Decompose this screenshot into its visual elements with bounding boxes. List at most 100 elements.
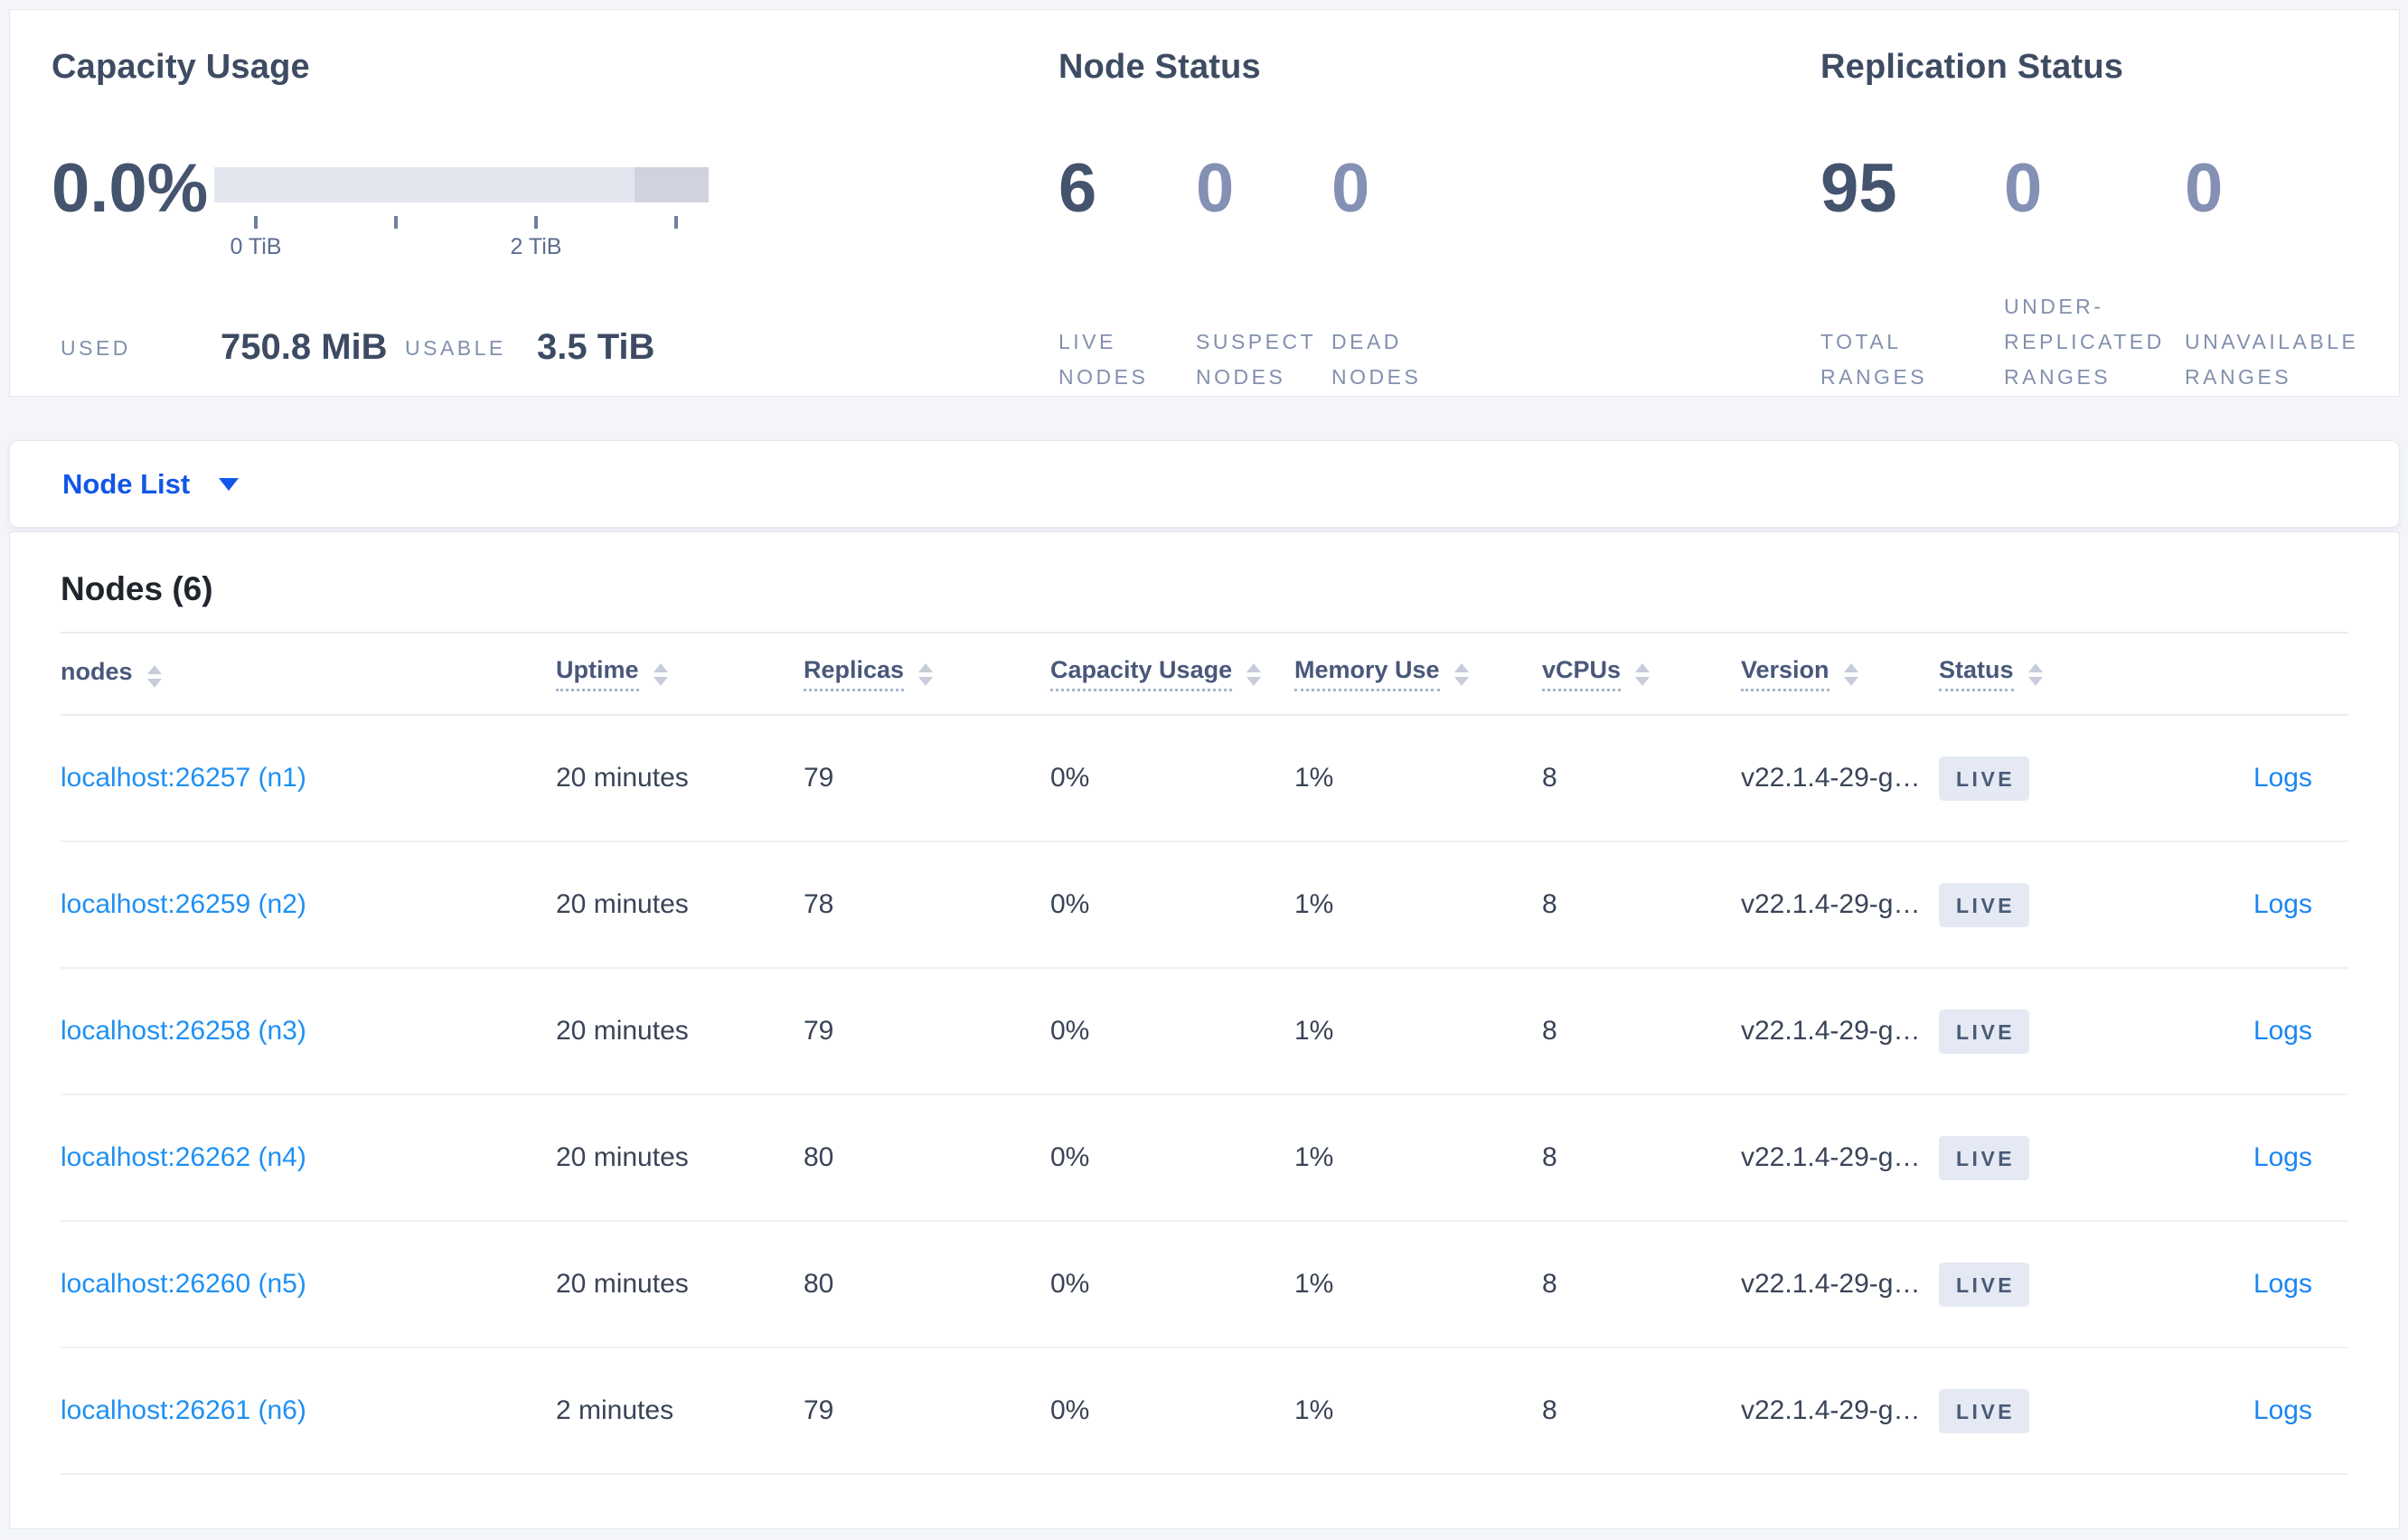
title-divider [61, 632, 2348, 634]
live-nodes-count: 6 [1058, 150, 1097, 227]
column-header-logs [2132, 634, 2348, 716]
version-cell: v22.1.4-29-g… [1741, 1348, 1939, 1475]
suspect-nodes-label: SUSPECT NODES [1196, 330, 1317, 389]
logs-link[interactable]: Logs [2253, 1269, 2312, 1299]
view-selector-label[interactable]: Node List [62, 467, 191, 500]
column-header-version[interactable]: Version [1741, 634, 1939, 716]
uptime-cell: 20 minutes [556, 841, 804, 969]
uptime-cell: 2 minutes [556, 1348, 804, 1475]
view-selector-dropdown[interactable]: Node List [9, 440, 2400, 528]
sort-icon[interactable] [146, 664, 162, 688]
logs-link-cell: Logs [2132, 1348, 2348, 1475]
column-header-vcpus[interactable]: vCPUs [1542, 634, 1741, 716]
node-link-cell: localhost:26257 (n1) [61, 715, 556, 842]
column-header-capacity-usage[interactable]: Capacity Usage [1050, 634, 1294, 716]
used-value: 750.8 MiB [221, 327, 388, 367]
logs-link-cell: Logs [2132, 1221, 2348, 1348]
table-row: localhost:26257 (n1) 20 minutes 79 0% 1% 8 v22… [61, 715, 2348, 842]
capacity-gauge-bar [214, 167, 709, 202]
logs-link-cell: Logs [2132, 968, 2348, 1095]
gauge-tick [674, 216, 678, 229]
capacity-gauge-bar-segment [635, 167, 709, 202]
replicas-cell: 79 [804, 715, 1050, 842]
memory-use-cell: 1% [1294, 1221, 1542, 1348]
used-label: USED [61, 336, 131, 360]
version-cell: v22.1.4-29-g… [1741, 841, 1939, 969]
capacity-usage-cell: 0% [1050, 1221, 1294, 1348]
status-badge: LIVE [1939, 1009, 2030, 1054]
sort-icon[interactable] [1453, 663, 1469, 686]
nodes-table-card: Nodes (6) nodes Uptime Replicas Capacity… [9, 531, 2400, 1529]
table-row: localhost:26258 (n3) 20 minutes 79 0% 1% 8 v22… [61, 968, 2348, 1095]
sort-icon[interactable] [1635, 663, 1651, 686]
column-header-memory-use[interactable]: Memory Use [1294, 634, 1542, 716]
column-header-uptime[interactable]: Uptime [556, 634, 804, 716]
node-link[interactable]: localhost:26258 (n3) [61, 1016, 306, 1046]
memory-use-cell: 1% [1294, 841, 1542, 969]
logs-link[interactable]: Logs [2253, 763, 2312, 793]
replication-status-title: Replication Status [1820, 48, 2124, 86]
under-replicated-ranges-label: UNDER- REPLICATED RANGES [2004, 295, 2165, 389]
sort-icon[interactable] [1246, 663, 1262, 686]
node-link[interactable]: localhost:26260 (n5) [61, 1269, 306, 1299]
suspect-nodes-count: 0 [1196, 150, 1235, 227]
replicas-cell: 79 [804, 1348, 1050, 1475]
status-cell: LIVE [1939, 1348, 2132, 1475]
node-link[interactable]: localhost:26262 (n4) [61, 1142, 306, 1172]
node-link[interactable]: localhost:26261 (n6) [61, 1395, 306, 1425]
column-header-status[interactable]: Status [1939, 634, 2132, 716]
live-nodes-label: LIVE NODES [1058, 330, 1149, 389]
memory-use-cell: 1% [1294, 715, 1542, 842]
caret-down-icon [219, 477, 240, 491]
uptime-cell: 20 minutes [556, 1094, 804, 1222]
node-link-cell: localhost:26259 (n2) [61, 841, 556, 969]
usable-label: USABLE [405, 336, 506, 360]
column-header-nodes[interactable]: nodes [61, 634, 556, 716]
logs-link[interactable]: Logs [2253, 1016, 2312, 1046]
unavailable-ranges-label: UNAVAILABLE RANGES [2185, 330, 2359, 389]
status-badge: LIVE [1939, 1388, 2030, 1433]
gauge-tick [534, 216, 538, 229]
capacity-usage-title: Capacity Usage [52, 48, 310, 86]
cluster-summary-card: Capacity Usage 0.0% 0 TiB 2 TiB USED 750… [9, 9, 2400, 397]
logs-link-cell: Logs [2132, 1094, 2348, 1222]
nodes-table: nodes Uptime Replicas Capacity Usage Mem… [61, 634, 2348, 1475]
usable-value: 3.5 TiB [537, 327, 655, 367]
sort-icon[interactable] [918, 663, 934, 686]
version-cell: v22.1.4-29-g… [1741, 1094, 1939, 1222]
capacity-usage-cell: 0% [1050, 841, 1294, 969]
node-link-cell: localhost:26258 (n3) [61, 968, 556, 1095]
memory-use-cell: 1% [1294, 1348, 1542, 1475]
capacity-usage-section: Capacity Usage 0.0% 0 TiB 2 TiB USED 750… [52, 48, 829, 373]
status-cell: LIVE [1939, 715, 2132, 842]
replicas-cell: 80 [804, 1094, 1050, 1222]
column-header-replicas[interactable]: Replicas [804, 634, 1050, 716]
replication-status-section: Replication Status 95 0 0 TOTAL RANGES U… [1820, 48, 2381, 389]
replicas-cell: 79 [804, 968, 1050, 1095]
status-badge: LIVE [1939, 756, 2030, 801]
sort-icon[interactable] [653, 663, 668, 686]
vcpus-cell: 8 [1542, 715, 1741, 842]
node-link-cell: localhost:26261 (n6) [61, 1348, 556, 1475]
node-status-section: Node Status 6 0 0 LIVE NODES SUSPECT NOD… [1058, 48, 1601, 389]
uptime-cell: 20 minutes [556, 968, 804, 1095]
table-header-row: nodes Uptime Replicas Capacity Usage Mem… [61, 634, 2348, 716]
vcpus-cell: 8 [1542, 1348, 1741, 1475]
logs-link[interactable]: Logs [2253, 1395, 2312, 1425]
nodes-table-title: Nodes (6) [61, 570, 213, 607]
node-link[interactable]: localhost:26257 (n1) [61, 763, 306, 793]
node-link[interactable]: localhost:26259 (n2) [61, 889, 306, 919]
table-row: localhost:26261 (n6) 2 minutes 79 0% 1% 8 v22.… [61, 1348, 2348, 1475]
node-link-cell: localhost:26262 (n4) [61, 1094, 556, 1222]
sort-icon[interactable] [2027, 663, 2043, 686]
logs-link[interactable]: Logs [2253, 889, 2312, 919]
status-badge: LIVE [1939, 1135, 2030, 1180]
vcpus-cell: 8 [1542, 1221, 1741, 1348]
sort-icon[interactable] [1843, 663, 1858, 686]
version-cell: v22.1.4-29-g… [1741, 1221, 1939, 1348]
gauge-tick-label: 2 TiB [510, 234, 562, 259]
total-ranges-label: TOTAL RANGES [1820, 330, 1928, 389]
logs-link[interactable]: Logs [2253, 1142, 2312, 1172]
gauge-tick [254, 216, 258, 229]
table-row: localhost:26260 (n5) 20 minutes 80 0% 1% 8 v22… [61, 1221, 2348, 1348]
